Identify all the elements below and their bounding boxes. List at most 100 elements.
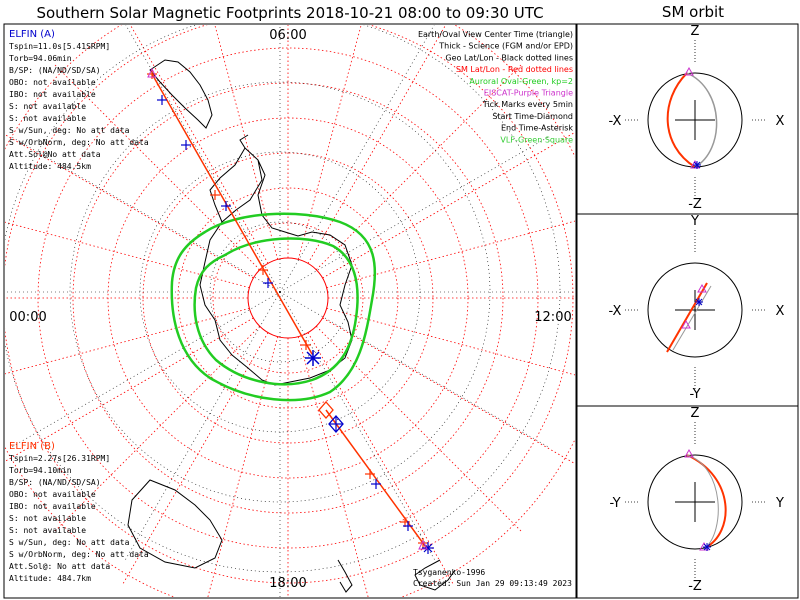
sm-lon-line [129,25,269,264]
mlt-label-00: 00:00 [9,310,46,325]
elfin_b-info-line: S w/OrbNorm, deg: No att data [9,550,149,559]
sm-lon-line [297,25,362,260]
antarctic-peninsula [209,134,249,223]
sm-lat-circle [37,47,539,549]
sm-lat-circle [212,222,364,374]
orbit-marker-asterisk [693,161,701,169]
legend-item: Thick - Science (FGM and/or EPD) [438,42,573,51]
elfin_b-info-line: S: not available [9,514,86,523]
sm-lat-circle [72,82,504,514]
elfin-a-track [151,73,313,355]
elfin_a-info-line: B/SP: (NA/ND/SD/SA) [9,66,101,75]
elfin_a-info-line: Altitude: 484.5km [9,162,91,171]
orbit-track-gray [686,72,718,168]
elfin_a-info-line: S: not available [9,114,86,123]
legend-item: Geo Lat/Lon - Black dotted lines [445,53,573,62]
nz-coast [337,559,353,593]
elfin_a-info-line: Att.Sol@No att data [9,150,101,159]
mlt-label-18: 18:00 [269,576,306,591]
orbit-track-a [666,72,696,168]
elfin_b-info-line: S: not available [9,526,86,535]
credit-model: Tsyganenko-1996 [413,568,485,577]
geo-latlon-grid [5,25,575,597]
start-diamond-b [318,401,334,419]
antarctica-outline [199,147,353,386]
elfin-footprint-tracks [147,67,434,554]
figure-title: Southern Solar Magnetic Footprints 2018-… [36,4,543,22]
south-america-coast [149,59,213,129]
orbit-panel-1: Z -Z -X X [609,24,785,212]
sm-lon-line [54,64,260,270]
sm-lon-line [322,317,574,464]
legend-item: Earth/Oval View Center Time (triangle) [418,30,573,39]
sm-lon-line [214,25,279,260]
eiscat-triangle [147,67,157,78]
orbit-axis-label: X [776,304,785,319]
orbit-axis-label: -Z [688,579,702,594]
sm-lat-circle [107,117,469,479]
elfin-b-track [325,409,429,551]
orbit-marker-asterisk [703,543,711,551]
geo-lon-line [125,25,281,293]
geo-lon-line [124,291,281,561]
sm-lon-line [5,134,254,279]
map-frame [3,23,577,599]
start-diamond-a [328,415,344,433]
elfin_a-info-line: Tspin=11.0s[5.41SRPM] [9,42,110,51]
orbit-track-b [666,282,708,353]
earth-circle [647,262,743,358]
elfin-a-info: ELFIN (A) Tspin=11.0s[5.41SRPM] Torb=94.0… [9,29,149,171]
orbit-axis-label: -X [609,304,622,319]
geo-lon-line [279,136,549,293]
sm-lon-line [322,132,574,279]
geo-lon-line [279,291,436,561]
auroral-oval [170,212,377,402]
elfin_a-info-line: IBO: not available [9,90,96,99]
elfin_b-info-line: Torb=94.10min [9,466,72,475]
antarctica-coastline [127,59,456,593]
geo-lat-circle [69,81,491,503]
orbit-marker-triangle [684,448,694,458]
orbit-track-gray [686,454,719,549]
credit-created: Created: Sun Jan 29 09:13:49 2023 [413,579,572,588]
orbit-title: SM orbit [662,3,724,21]
end-asterisk [306,351,320,365]
earth-circle [647,454,743,550]
sm-latlon-grid [5,25,575,597]
sm-lon-line [316,64,522,270]
elfin_a-info-line: OBO: not available [9,78,96,87]
elfin_b-info-line: B/SP: (NA/ND/SD/SA) [9,478,101,487]
geo-lon-line [279,25,435,293]
polar-map: 06:00 00:00 12:00 18:00 [5,25,575,597]
elfin_a-info-line: S w/OrbNorm, deg: No att data [9,138,149,147]
mlt-label-06: 06:00 [269,28,306,43]
orbit-axis-label: -Y [609,496,620,511]
end-asterisk-b [423,543,433,553]
geo-lon-line [11,291,281,448]
sm-lon-line [307,332,454,584]
legend-item: EISCAT-Purple Triangle [484,89,573,98]
africa-coast [414,559,456,591]
mlt-label-12: 12:00 [534,310,571,325]
orbit-marker-triangle [681,319,691,329]
legend: Earth/Oval View Center Time (triangle) Th… [418,30,573,144]
orbit-track-gray [672,285,712,351]
orbit-axis-label: -X [609,114,622,129]
orbit-frame [576,23,799,599]
elfin_a-info-line: S: not available [9,102,86,111]
auroral-oval-inner [193,237,359,386]
geo-lon-line [279,291,549,448]
sm-lon-line [5,307,250,375]
orbit-axis-label: Y [775,496,784,511]
sm-lon-line [326,307,575,376]
sm-lon-line [297,336,369,597]
orbit-axis-label: -Z [688,197,702,212]
orbit-axis-label: Z [691,24,700,39]
sm-lon-line [307,25,447,264]
orbit-marker-asterisk [695,298,703,306]
elfin_b-info-line: IBO: not available [9,502,96,511]
elfin-b-title: ELFIN (B) [9,441,55,452]
sm-lon-line [54,326,260,532]
sm-lon-line [316,326,522,532]
